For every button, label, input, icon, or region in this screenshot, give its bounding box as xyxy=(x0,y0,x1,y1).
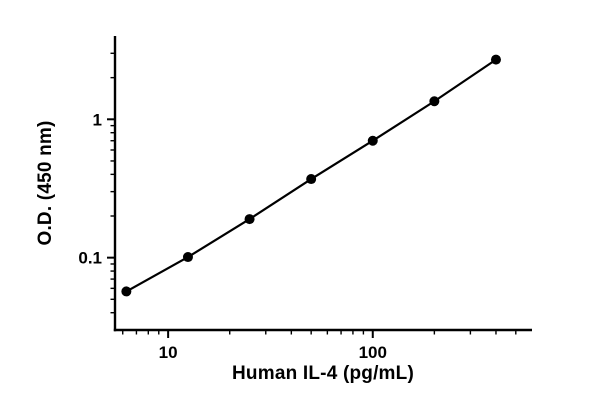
data-point xyxy=(367,135,378,146)
y-tick-label: 0.1 xyxy=(78,249,102,268)
data-point xyxy=(490,54,501,65)
data-point xyxy=(182,252,193,263)
data-point xyxy=(429,96,440,107)
data-point xyxy=(306,174,317,185)
x-axis-label: Human IL-4 (pg/mL) xyxy=(232,363,414,384)
data-point xyxy=(121,286,132,297)
x-tick-label: 100 xyxy=(359,343,387,362)
data-point xyxy=(244,214,255,225)
x-tick-label: 10 xyxy=(159,343,178,362)
y-axis-label: O.D. (450 nm) xyxy=(35,120,56,246)
y-tick-label: 1 xyxy=(93,110,102,129)
